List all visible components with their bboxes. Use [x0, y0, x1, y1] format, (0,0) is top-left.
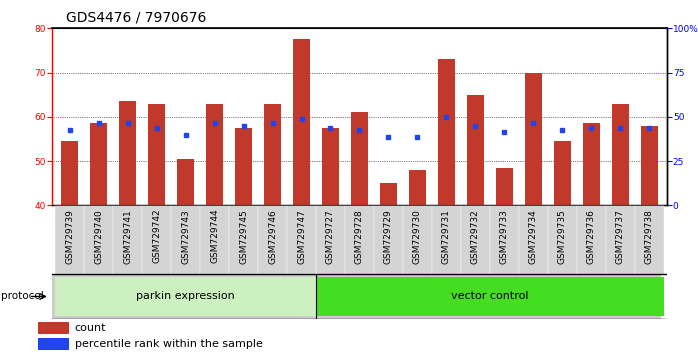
- Bar: [148, 104, 165, 205]
- Text: GSM729745: GSM729745: [239, 209, 248, 263]
- Bar: [235, 128, 252, 205]
- Bar: [200, 205, 229, 274]
- Text: GSM729729: GSM729729: [384, 209, 393, 263]
- Bar: [90, 124, 107, 205]
- Bar: [293, 39, 310, 205]
- Bar: [113, 205, 142, 274]
- Bar: [38, 338, 69, 350]
- Bar: [61, 141, 78, 205]
- Bar: [322, 128, 339, 205]
- Text: GSM729736: GSM729736: [587, 209, 596, 264]
- Bar: [171, 205, 200, 274]
- Text: GSM729740: GSM729740: [94, 209, 103, 263]
- Bar: [380, 183, 397, 205]
- Bar: [409, 170, 426, 205]
- Bar: [374, 205, 403, 274]
- Bar: [177, 159, 194, 205]
- Text: percentile rank within the sample: percentile rank within the sample: [75, 339, 262, 349]
- Bar: [490, 205, 519, 274]
- Bar: [351, 113, 368, 205]
- Text: GSM729743: GSM729743: [181, 209, 190, 263]
- Text: GSM729730: GSM729730: [413, 209, 422, 264]
- Bar: [496, 168, 513, 205]
- Bar: [55, 276, 316, 316]
- Bar: [432, 205, 461, 274]
- Bar: [525, 73, 542, 205]
- Text: GSM729728: GSM729728: [355, 209, 364, 263]
- Bar: [316, 205, 345, 274]
- Text: GSM729739: GSM729739: [65, 209, 74, 264]
- Bar: [206, 104, 223, 205]
- Text: count: count: [75, 323, 106, 333]
- Text: parkin expression: parkin expression: [136, 291, 235, 302]
- Text: GSM729732: GSM729732: [471, 209, 480, 263]
- Bar: [554, 141, 571, 205]
- Bar: [577, 205, 606, 274]
- Bar: [55, 205, 84, 274]
- Bar: [229, 205, 258, 274]
- Bar: [403, 205, 432, 274]
- Bar: [38, 322, 69, 334]
- Text: GSM729737: GSM729737: [616, 209, 625, 264]
- Text: GSM729747: GSM729747: [297, 209, 306, 263]
- Text: GSM729735: GSM729735: [558, 209, 567, 264]
- Text: GDS4476 / 7970676: GDS4476 / 7970676: [66, 11, 207, 25]
- Bar: [438, 59, 455, 205]
- Bar: [287, 205, 316, 274]
- Bar: [345, 205, 374, 274]
- Bar: [548, 205, 577, 274]
- Bar: [606, 205, 634, 274]
- Bar: [467, 95, 484, 205]
- Text: GSM729741: GSM729741: [123, 209, 132, 263]
- Text: protocol: protocol: [1, 291, 44, 302]
- Bar: [84, 205, 113, 274]
- Text: GSM729731: GSM729731: [442, 209, 451, 264]
- Text: GSM729733: GSM729733: [500, 209, 509, 264]
- Bar: [461, 205, 490, 274]
- Bar: [611, 104, 629, 205]
- Bar: [634, 205, 664, 274]
- Bar: [264, 104, 281, 205]
- Bar: [519, 205, 548, 274]
- Text: GSM729746: GSM729746: [268, 209, 277, 263]
- Bar: [641, 126, 658, 205]
- Text: GSM729734: GSM729734: [529, 209, 538, 263]
- Bar: [583, 124, 600, 205]
- Text: GSM729742: GSM729742: [152, 209, 161, 263]
- Bar: [119, 101, 136, 205]
- Text: GSM729727: GSM729727: [326, 209, 335, 263]
- Bar: [316, 276, 664, 316]
- Bar: [258, 205, 287, 274]
- Text: GSM729738: GSM729738: [645, 209, 654, 264]
- Text: GSM729744: GSM729744: [210, 209, 219, 263]
- Bar: [142, 205, 171, 274]
- Text: vector control: vector control: [451, 291, 528, 302]
